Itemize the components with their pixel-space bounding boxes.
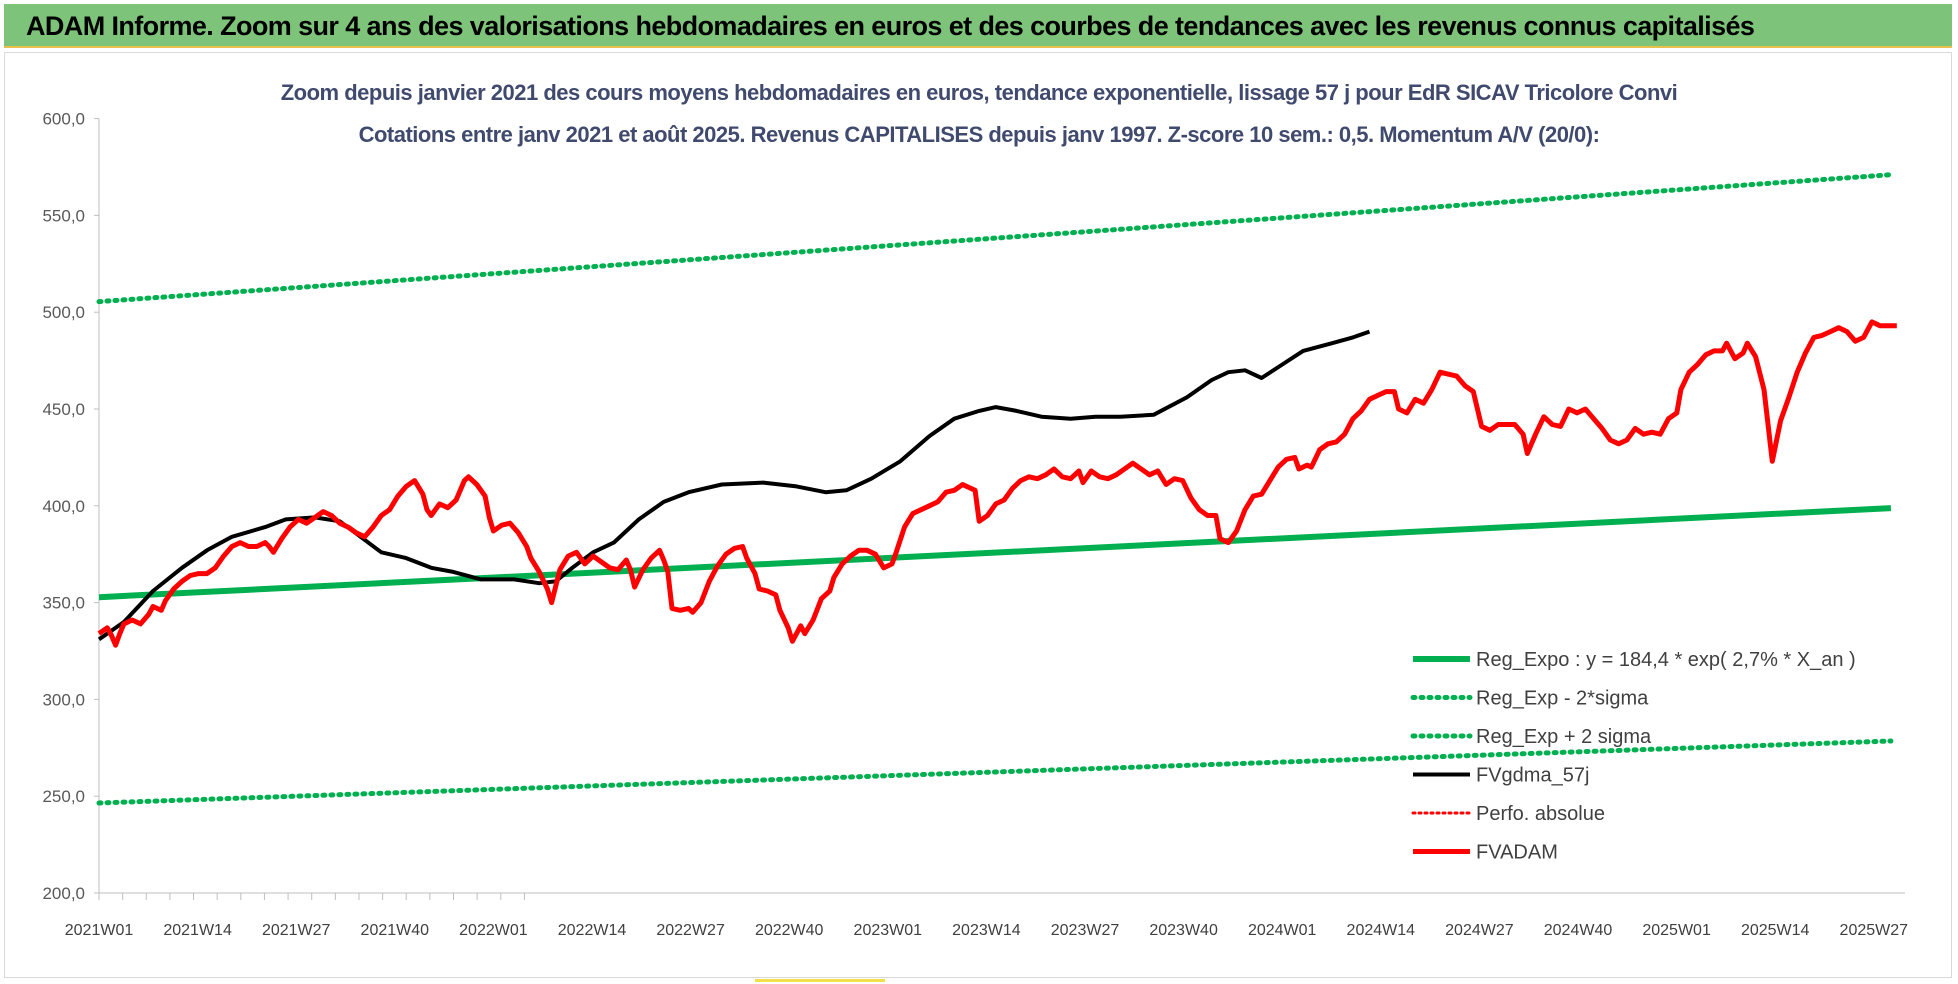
x-tick-label: 2025W14: [1741, 922, 1810, 939]
x-tick-label: 2023W01: [854, 922, 923, 939]
y-tick-label: 400,0: [42, 497, 85, 516]
x-tick-label: 2022W27: [656, 922, 725, 939]
bottom-accent-mark: [755, 979, 885, 982]
series-line-1: [96, 738, 1894, 806]
series-line-4: [97, 319, 1897, 648]
x-tick-label: 2021W14: [163, 922, 232, 939]
x-tick-label: 2022W40: [755, 922, 824, 939]
y-tick-label: 600,0: [42, 110, 85, 129]
y-tick-label: 300,0: [42, 690, 85, 709]
series-line-2: [96, 172, 1894, 305]
series-line-0: [98, 505, 1892, 601]
y-tick-label: 500,0: [42, 303, 85, 322]
x-tick-label: 2025W27: [1840, 922, 1909, 939]
x-tick-label: 2022W01: [459, 922, 528, 939]
x-tick-label: 2024W14: [1347, 922, 1416, 939]
x-tick-label: 2024W40: [1544, 922, 1613, 939]
x-tick-label: 2024W27: [1445, 922, 1514, 939]
legend-label: Reg_Exp - 2*sigma: [1476, 688, 1649, 710]
legend-label: FVADAM: [1476, 842, 1558, 864]
y-tick-label: 200,0: [42, 884, 85, 903]
x-tick-label: 2021W01: [65, 922, 134, 939]
x-tick-label: 2023W27: [1051, 922, 1120, 939]
series-line-3: [97, 329, 1371, 642]
x-tick-label: 2021W27: [262, 922, 331, 939]
x-tick-label: 2021W40: [361, 922, 430, 939]
header-banner: ADAM Informe. Zoom sur 4 ans des valoris…: [4, 4, 1952, 48]
legend-label: Perfo. absolue: [1476, 803, 1605, 825]
chart-subtitle: Cotations entre janv 2021 et août 2025. …: [358, 122, 1600, 147]
legend-label: FVgdma_57j: [1476, 765, 1589, 787]
y-tick-label: 450,0: [42, 400, 85, 419]
x-tick-label: 2022W14: [558, 922, 627, 939]
legend-label: Reg_Expo : y = 184,4 * exp( 2,7% * X_an …: [1476, 649, 1856, 671]
y-tick-label: 250,0: [42, 787, 85, 806]
y-tick-label: 550,0: [42, 206, 85, 225]
x-tick-label: 2025W01: [1642, 922, 1711, 939]
banner-title: ADAM Informe. Zoom sur 4 ans des valoris…: [26, 11, 1755, 41]
x-tick-label: 2023W14: [952, 922, 1021, 939]
y-tick-label: 350,0: [42, 594, 85, 613]
x-tick-label: 2024W01: [1248, 922, 1317, 939]
chart-title: Zoom depuis janvier 2021 des cours moyen…: [280, 80, 1678, 105]
x-tick-label: 2023W40: [1149, 922, 1218, 939]
legend-label: Reg_Exp + 2 sigma: [1476, 726, 1652, 748]
